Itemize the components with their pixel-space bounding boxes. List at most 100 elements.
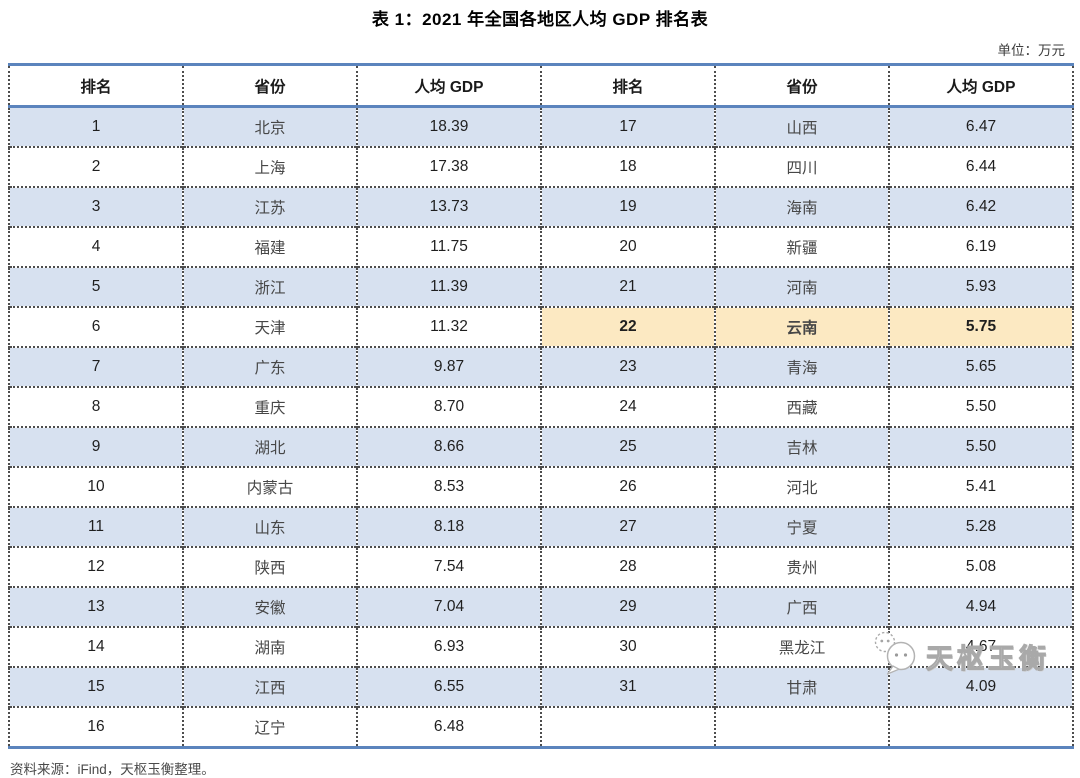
header-rank-left: 排名 [8,63,183,108]
cell-province: 河南 [714,266,889,307]
cell-province: 河北 [714,466,889,507]
cell-gdp: 5.93 [888,266,1074,307]
cell-rank: 20 [540,226,715,267]
table-row: 9 湖北 8.66 25 吉林 5.50 [8,426,1074,467]
table-row: 5 浙江 11.39 21 河南 5.93 [8,266,1074,307]
cell-gdp: 5.08 [888,546,1074,587]
cell-province: 西藏 [714,386,889,427]
cell-province: 宁夏 [714,506,889,547]
cell-rank: 27 [540,506,715,547]
table-row: 6 天津 11.32 22 云南 5.75 [8,306,1074,347]
cell-gdp: 6.19 [888,226,1074,267]
cell-province: 广西 [714,586,889,627]
cell-rank: 17 [540,105,715,147]
cell-province: 贵州 [714,546,889,587]
cell-rank: 24 [540,386,715,427]
cell-rank: 23 [540,346,715,387]
cell-gdp: 6.42 [888,186,1074,227]
cell-province: 海南 [714,186,889,227]
cell-rank: 18 [540,146,715,187]
cell-province: 辽宁 [182,706,357,749]
cell-rank: 30 [540,626,715,667]
cell-gdp: 5.28 [888,506,1074,547]
cell-rank: 3 [8,186,183,227]
cell-province: 陕西 [182,546,357,587]
cell-rank: 29 [540,586,715,627]
cell-gdp: 7.04 [356,586,541,627]
cell-gdp: 7.54 [356,546,541,587]
cell-gdp: 17.38 [356,146,541,187]
gdp-ranking-table: 排名 省份 人均 GDP 排名 省份 人均 GDP 1 北京 18.39 17 山西 6.… [8,63,1074,749]
table-row: 8 重庆 8.70 24 西藏 5.50 [8,386,1074,427]
cell-gdp: 6.48 [356,706,541,749]
cell-province: 四川 [714,146,889,187]
cell-gdp: 9.87 [356,346,541,387]
cell-rank: 1 [8,105,183,147]
cell-gdp: 11.32 [356,306,541,347]
cell-province: 福建 [182,226,357,267]
cell-rank: 16 [8,706,183,749]
cell-gdp: 11.39 [356,266,541,307]
cell-gdp: 6.44 [888,146,1074,187]
table-row: 10 内蒙古 8.53 26 河北 5.41 [8,466,1074,507]
table-row: 1 北京 18.39 17 山西 6.47 [8,105,1074,147]
table-row: 12 陕西 7.54 28 贵州 5.08 [8,546,1074,587]
table-row: 7 广东 9.87 23 青海 5.65 [8,346,1074,387]
header-gdp-right: 人均 GDP [888,63,1074,108]
cell-province: 内蒙古 [182,466,357,507]
cell-rank: 26 [540,466,715,507]
cell-gdp: 6.55 [356,666,541,707]
cell-province: 黑龙江 [714,626,889,667]
cell-province: 上海 [182,146,357,187]
cell-gdp: 6.93 [356,626,541,667]
cell-rank: 21 [540,266,715,307]
cell-gdp: 8.66 [356,426,541,467]
table-row: 4 福建 11.75 20 新疆 6.19 [8,226,1074,267]
table-row: 14 湖南 6.93 30 黑龙江 4.67 [8,626,1074,667]
header-province-right: 省份 [714,63,889,108]
cell-gdp: 5.75 [888,306,1074,347]
source-note: 资料来源：iFind，天枢玉衡整理。 [10,762,215,777]
cell-gdp: 5.50 [888,426,1074,467]
cell-province: 山西 [714,105,889,147]
cell-province: 山东 [182,506,357,547]
cell-gdp: 4.94 [888,586,1074,627]
table-row: 16 辽宁 6.48 [8,706,1074,749]
cell-rank: 12 [8,546,183,587]
cell-gdp: 18.39 [356,105,541,147]
cell-rank: 2 [8,146,183,187]
cell-gdp: 13.73 [356,186,541,227]
cell-province [714,706,889,749]
cell-rank: 14 [8,626,183,667]
table-row: 3 江苏 13.73 19 海南 6.42 [8,186,1074,227]
cell-rank: 15 [8,666,183,707]
table-title: 表 1：2021 年全国各地区人均 GDP 排名表 [371,10,709,29]
cell-gdp [888,706,1074,749]
cell-province: 云南 [714,306,889,347]
cell-rank: 25 [540,426,715,467]
cell-gdp: 5.41 [888,466,1074,507]
header-rank-right: 排名 [540,63,715,108]
cell-gdp: 11.75 [356,226,541,267]
cell-province: 江西 [182,666,357,707]
cell-rank: 10 [8,466,183,507]
cell-province: 湖南 [182,626,357,667]
cell-gdp: 4.09 [888,666,1074,707]
cell-gdp: 8.53 [356,466,541,507]
table-row: 15 江西 6.55 31 甘肃 4.09 [8,666,1074,707]
cell-rank: 28 [540,546,715,587]
cell-rank: 9 [8,426,183,467]
cell-rank: 6 [8,306,183,347]
cell-gdp: 8.70 [356,386,541,427]
table-row: 13 安徽 7.04 29 广西 4.94 [8,586,1074,627]
cell-rank: 8 [8,386,183,427]
table-header-row: 排名 省份 人均 GDP 排名 省份 人均 GDP [8,63,1074,108]
cell-province: 重庆 [182,386,357,427]
cell-gdp: 5.50 [888,386,1074,427]
cell-province: 广东 [182,346,357,387]
cell-province: 北京 [182,105,357,147]
cell-gdp: 6.47 [888,105,1074,147]
cell-rank: 13 [8,586,183,627]
cell-rank: 22 [540,306,715,347]
